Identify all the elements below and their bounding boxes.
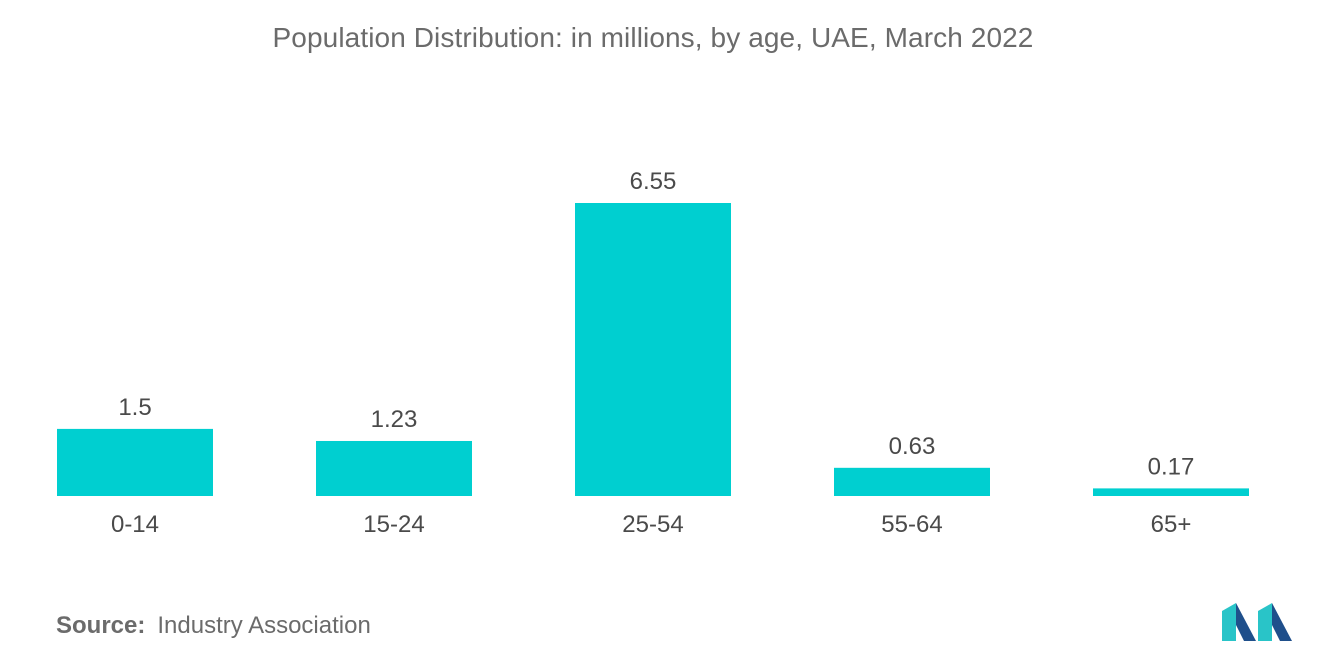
logo-left-stroke <box>1222 603 1236 641</box>
chart-title: Population Distribution: in millions, by… <box>272 22 1034 53</box>
bar-25-54 <box>575 203 731 496</box>
bar-15-24 <box>316 440 472 496</box>
tick-label-65+: 65+ <box>1151 511 1192 538</box>
tick-label-55-64: 55-64 <box>881 511 942 538</box>
bar-chart: 1.5 0-14 1.23 15-24 6.55 25-54 0.63 55-64 0.17 65… <box>57 168 1249 538</box>
tick-label-15-24: 15-24 <box>363 511 424 538</box>
bar-65+ <box>1093 488 1249 496</box>
source-line: Source: Industry Association <box>56 612 371 640</box>
tick-label-25-54: 25-54 <box>622 511 683 538</box>
tick-label-0-14: 0-14 <box>111 511 159 538</box>
value-label-0-14: 1.5 <box>118 394 151 421</box>
mordor-logo-icon <box>1222 603 1292 641</box>
chart-area: 1.5 0-14 1.23 15-24 6.55 25-54 0.63 55-64 0.17 65… <box>57 168 1249 538</box>
bar-55-64 <box>834 467 990 496</box>
logo-right-stroke <box>1258 603 1272 641</box>
logo-end-stroke <box>1272 603 1292 641</box>
source-text: Industry Association <box>157 612 371 639</box>
logo-mid-stroke <box>1236 603 1256 641</box>
value-label-55-64: 0.63 <box>889 433 936 460</box>
bar-0-14 <box>57 428 213 496</box>
value-label-65+: 0.17 <box>1148 453 1195 480</box>
value-label-25-54: 6.55 <box>630 168 677 195</box>
source-label: Source: <box>56 612 146 639</box>
value-label-15-24: 1.23 <box>371 406 418 433</box>
